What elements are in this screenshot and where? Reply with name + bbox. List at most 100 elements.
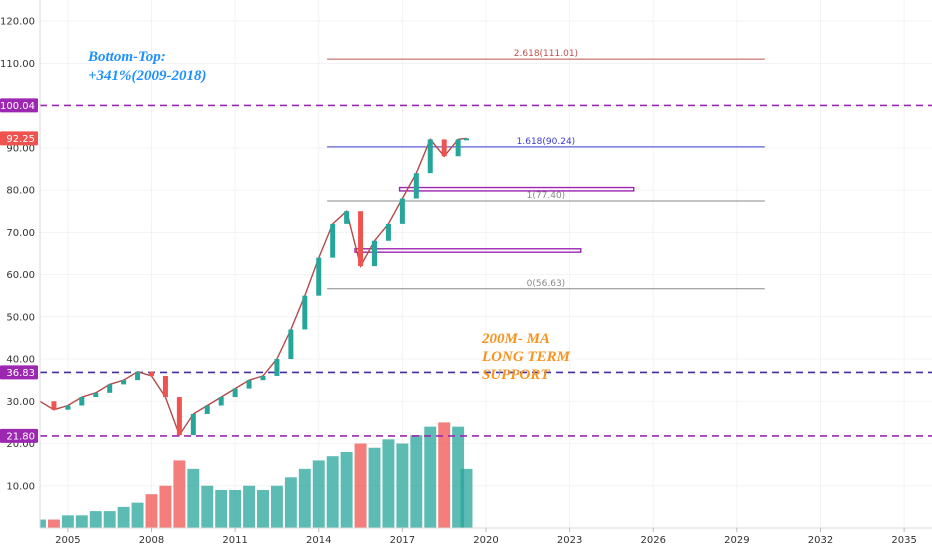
- price-candle: [455, 139, 461, 157]
- fib-level-label: 1(77.40): [527, 191, 566, 201]
- x-tick-label: 2014: [306, 535, 331, 546]
- x-tick-label: 2005: [55, 535, 80, 546]
- volume-bar: [340, 451, 353, 528]
- volume-bar: [187, 468, 200, 528]
- volume-bar: [47, 519, 60, 528]
- price-candle: [413, 173, 419, 199]
- price-candle: [385, 223, 391, 241]
- volume-bar: [61, 515, 74, 528]
- price-candle: [399, 198, 405, 224]
- price-badge-label: 92.25: [6, 134, 35, 145]
- volume-bar: [243, 485, 256, 528]
- volume-bar: [89, 511, 102, 528]
- volume-bar: [368, 447, 381, 528]
- y-tick-label: 120.00: [0, 17, 35, 28]
- support-zone-box: [354, 248, 582, 253]
- price-candle: [204, 405, 210, 414]
- volume-bar: [438, 422, 451, 528]
- y-tick-label: 70.00: [6, 228, 35, 239]
- volume-bar: [382, 439, 395, 528]
- volume-bar: [354, 443, 367, 528]
- y-tick-label: 50.00: [6, 312, 35, 323]
- price-candle: [274, 359, 280, 376]
- price-candle: [260, 375, 266, 381]
- x-tick-label: 2017: [390, 535, 415, 546]
- price-candle: [316, 257, 322, 296]
- x-axis: 2005 2008 2011 2014 2017 2020 2023 2026 2029 2032…: [55, 528, 917, 546]
- fib-level-label: 2.618(111.01): [514, 49, 578, 59]
- price-candle: [107, 384, 113, 393]
- price-candle: [441, 139, 447, 157]
- price-candle: [344, 211, 350, 224]
- ma-support-note-line2: LONG TERM: [481, 349, 571, 365]
- volume-bar: [460, 468, 473, 528]
- volume-bar: [40, 519, 46, 528]
- volume-bar: [298, 468, 311, 528]
- price-badge-label: 36.83: [6, 368, 35, 379]
- price-candle: [246, 380, 252, 389]
- price-badge: [0, 98, 38, 113]
- y-tick-label: 20.00: [6, 439, 35, 450]
- y-tick-label: 110.00: [0, 59, 35, 70]
- volume-bar: [201, 485, 214, 528]
- bottom-top-note-line2: +341%(2009-2018): [88, 68, 207, 84]
- y-tick-label: 40.00: [6, 355, 35, 366]
- y-tick-label: 30.00: [6, 397, 35, 408]
- volume-bar: [229, 489, 242, 528]
- x-tick-label: 2029: [724, 535, 749, 546]
- fib-level-label: 1.618(90.24): [517, 137, 576, 147]
- price-candle: [330, 223, 336, 258]
- price-candle: [358, 211, 364, 267]
- volume-bar: [159, 485, 172, 528]
- volume-bar: [103, 511, 116, 528]
- ma-support-note-line1: 200M- MA: [481, 331, 550, 347]
- volume-bar: [145, 494, 158, 528]
- price-candle: [79, 397, 85, 406]
- volume-bar: [173, 460, 186, 528]
- price-badge: [0, 428, 38, 443]
- x-tick-label: 2008: [139, 535, 164, 546]
- price-candle: [149, 371, 154, 376]
- annotations: Bottom-Top: +341%(2009-2018) 200M- MA LO…: [87, 49, 571, 383]
- price-candle: [288, 329, 294, 360]
- volume-bar: [215, 489, 228, 528]
- price-candle: [162, 375, 168, 398]
- price-candle: [372, 240, 377, 267]
- price-badge-label: 21.80: [6, 431, 35, 442]
- volume-bar: [284, 477, 297, 528]
- volume-bar: [410, 435, 423, 528]
- volume-bar: [424, 426, 437, 528]
- price-badge: [0, 131, 38, 146]
- x-tick-label: 2035: [891, 535, 916, 546]
- price-candle: [65, 405, 71, 410]
- y-tick-label: 10.00: [6, 481, 35, 492]
- volume-bar: [270, 485, 283, 528]
- price-candle: [218, 397, 224, 406]
- price-candle: [232, 388, 238, 398]
- price-candle: [302, 295, 308, 330]
- x-tick-label: 2032: [808, 535, 833, 546]
- volume-bar: [131, 502, 144, 528]
- y-tick-label: 90.00: [6, 143, 35, 154]
- volume-bar: [396, 443, 409, 528]
- fib-level-label: 0(56.63): [527, 279, 566, 289]
- price-badge: [0, 365, 38, 380]
- ma-support-note-line3: SUPPORT: [482, 367, 550, 383]
- price-candle: [135, 371, 141, 381]
- volume-bar: [257, 489, 269, 528]
- x-tick-label: 2011: [222, 535, 247, 546]
- plot-area[interactable]: 2.618(111.01) 1.618(90.24) 1(77.40) 0(56.63…: [34, 49, 932, 528]
- volume-bar: [452, 426, 465, 528]
- price-candle: [121, 380, 127, 385]
- price-candle: [51, 401, 57, 410]
- x-tick-label: 2026: [641, 535, 666, 546]
- price-candle: [176, 397, 182, 436]
- x-tick-label: 2020: [473, 535, 498, 546]
- y-axis: 10.00 20.00 30.00 40.00 50.00 60.00 70.00 80.00…: [0, 17, 35, 493]
- bottom-top-note-line1: Bottom-Top:: [87, 49, 166, 65]
- price-candle: [427, 139, 433, 174]
- x-tick-label: 2023: [557, 535, 582, 546]
- price-badges: 100.04 92.25 36.83 21.80: [0, 98, 38, 443]
- price-candle: [463, 138, 469, 141]
